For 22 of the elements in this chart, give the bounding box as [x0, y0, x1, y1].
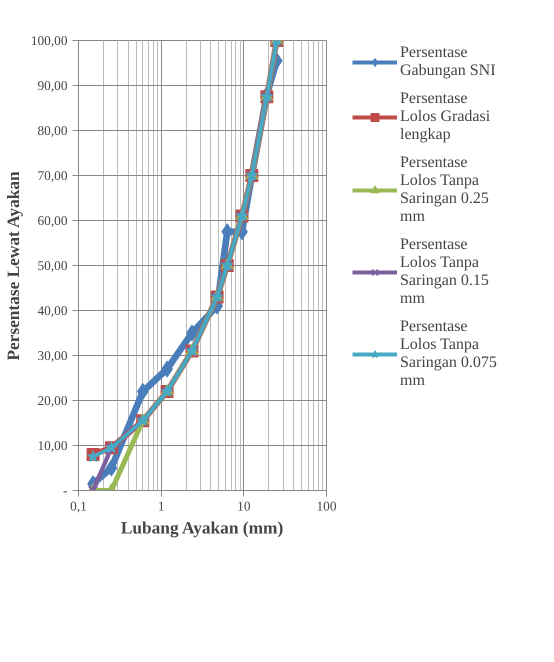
x-tick-label: 10 — [237, 498, 251, 514]
y-tick-label: 70,00 — [38, 168, 68, 183]
y-tick-label: 30,00 — [38, 348, 68, 363]
legend-label: Persentase Lolos Tanpa Saringan 0.25 mm — [400, 154, 489, 226]
y-tick-label: - — [63, 483, 68, 498]
y-tick-label: 10,00 — [38, 438, 68, 453]
x-tick-label: 0,1 — [70, 498, 87, 514]
legend-label: Persentase Lolos Tanpa Saringan 0.15 mm — [400, 236, 489, 308]
y-tick-label: 80,00 — [38, 123, 68, 138]
x-tick-label: 1 — [158, 498, 165, 514]
y-tick-label: 90,00 — [38, 78, 68, 93]
legend-label: Persentase Gabungan SNI — [400, 44, 496, 80]
y-axis-title: Persentase Lewat Ayakan — [4, 170, 23, 361]
y-tick-label: 50,00 — [38, 258, 68, 273]
x-tick-label: 100 — [316, 498, 337, 514]
y-tick-label: 100,00 — [30, 33, 68, 48]
y-tick-label: 40,00 — [38, 303, 68, 318]
legend-label: Persentase Lolos Tanpa Saringan 0.075 mm — [400, 318, 497, 390]
legend-label: Persentase Lolos Gradasi lengkap — [400, 90, 490, 144]
y-tick-label: 20,00 — [38, 393, 68, 408]
x-axis-title: Lubang Ayakan (mm) — [120, 518, 284, 538]
y-tick-label: 60,00 — [38, 213, 68, 228]
